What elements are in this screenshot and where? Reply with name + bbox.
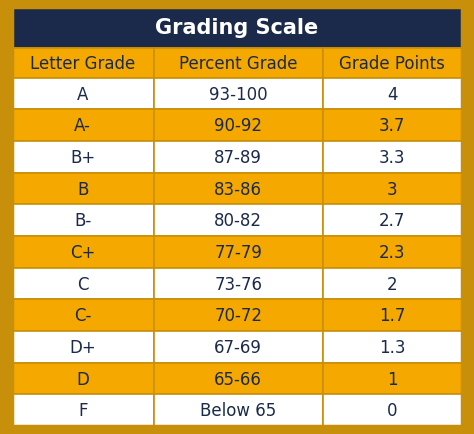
- Bar: [12, 268, 154, 300]
- Text: B: B: [77, 180, 89, 198]
- Text: Letter Grade: Letter Grade: [30, 55, 136, 73]
- Text: 70-72: 70-72: [214, 306, 262, 325]
- Bar: [12, 237, 154, 268]
- Text: D+: D+: [69, 338, 96, 356]
- Text: C: C: [77, 275, 89, 293]
- Text: 3.7: 3.7: [379, 117, 406, 135]
- Bar: [322, 79, 462, 110]
- Bar: [12, 142, 154, 173]
- Bar: [322, 49, 462, 79]
- Bar: [154, 49, 322, 79]
- Text: 2: 2: [387, 275, 398, 293]
- Text: F: F: [78, 401, 88, 419]
- Text: Grade Points: Grade Points: [339, 55, 445, 73]
- Bar: [12, 395, 154, 426]
- Text: 2.3: 2.3: [379, 243, 406, 261]
- Text: 1.3: 1.3: [379, 338, 406, 356]
- Bar: [12, 110, 154, 142]
- Text: 3: 3: [387, 180, 398, 198]
- Text: 4: 4: [387, 85, 398, 103]
- Bar: [154, 237, 322, 268]
- Bar: [322, 395, 462, 426]
- Bar: [12, 363, 154, 395]
- Text: 90-92: 90-92: [214, 117, 262, 135]
- Text: A: A: [77, 85, 89, 103]
- Bar: [322, 332, 462, 363]
- Text: C-: C-: [74, 306, 91, 325]
- Bar: [154, 142, 322, 173]
- Bar: [322, 268, 462, 300]
- Text: Grading Scale: Grading Scale: [155, 19, 319, 38]
- Bar: [154, 395, 322, 426]
- Text: A-: A-: [74, 117, 91, 135]
- Text: 1: 1: [387, 370, 398, 388]
- Text: 83-86: 83-86: [214, 180, 262, 198]
- Text: 2.7: 2.7: [379, 212, 406, 230]
- Bar: [154, 268, 322, 300]
- Text: Percent Grade: Percent Grade: [179, 55, 297, 73]
- Bar: [12, 173, 154, 205]
- Bar: [154, 300, 322, 332]
- Bar: [154, 79, 322, 110]
- Bar: [322, 300, 462, 332]
- Text: Below 65: Below 65: [200, 401, 276, 419]
- Bar: [322, 237, 462, 268]
- Bar: [12, 205, 154, 237]
- Text: 67-69: 67-69: [214, 338, 262, 356]
- Text: B-: B-: [74, 212, 91, 230]
- Text: 1.7: 1.7: [379, 306, 406, 325]
- Text: B+: B+: [70, 148, 95, 167]
- Text: 87-89: 87-89: [214, 148, 262, 167]
- Text: 0: 0: [387, 401, 398, 419]
- Bar: [154, 332, 322, 363]
- Bar: [154, 205, 322, 237]
- Bar: [322, 363, 462, 395]
- Text: 77-79: 77-79: [214, 243, 262, 261]
- Bar: [154, 110, 322, 142]
- Bar: [154, 363, 322, 395]
- Bar: [154, 173, 322, 205]
- Text: 93-100: 93-100: [209, 85, 267, 103]
- Text: D: D: [76, 370, 89, 388]
- Text: 65-66: 65-66: [214, 370, 262, 388]
- Bar: [12, 79, 154, 110]
- Bar: [322, 173, 462, 205]
- Text: 80-82: 80-82: [214, 212, 262, 230]
- Text: 3.3: 3.3: [379, 148, 406, 167]
- Bar: [12, 300, 154, 332]
- Bar: [12, 8, 462, 49]
- Text: C+: C+: [70, 243, 95, 261]
- Bar: [12, 49, 154, 79]
- Bar: [12, 332, 154, 363]
- Bar: [322, 205, 462, 237]
- Bar: [322, 142, 462, 173]
- Bar: [322, 110, 462, 142]
- Text: 73-76: 73-76: [214, 275, 262, 293]
